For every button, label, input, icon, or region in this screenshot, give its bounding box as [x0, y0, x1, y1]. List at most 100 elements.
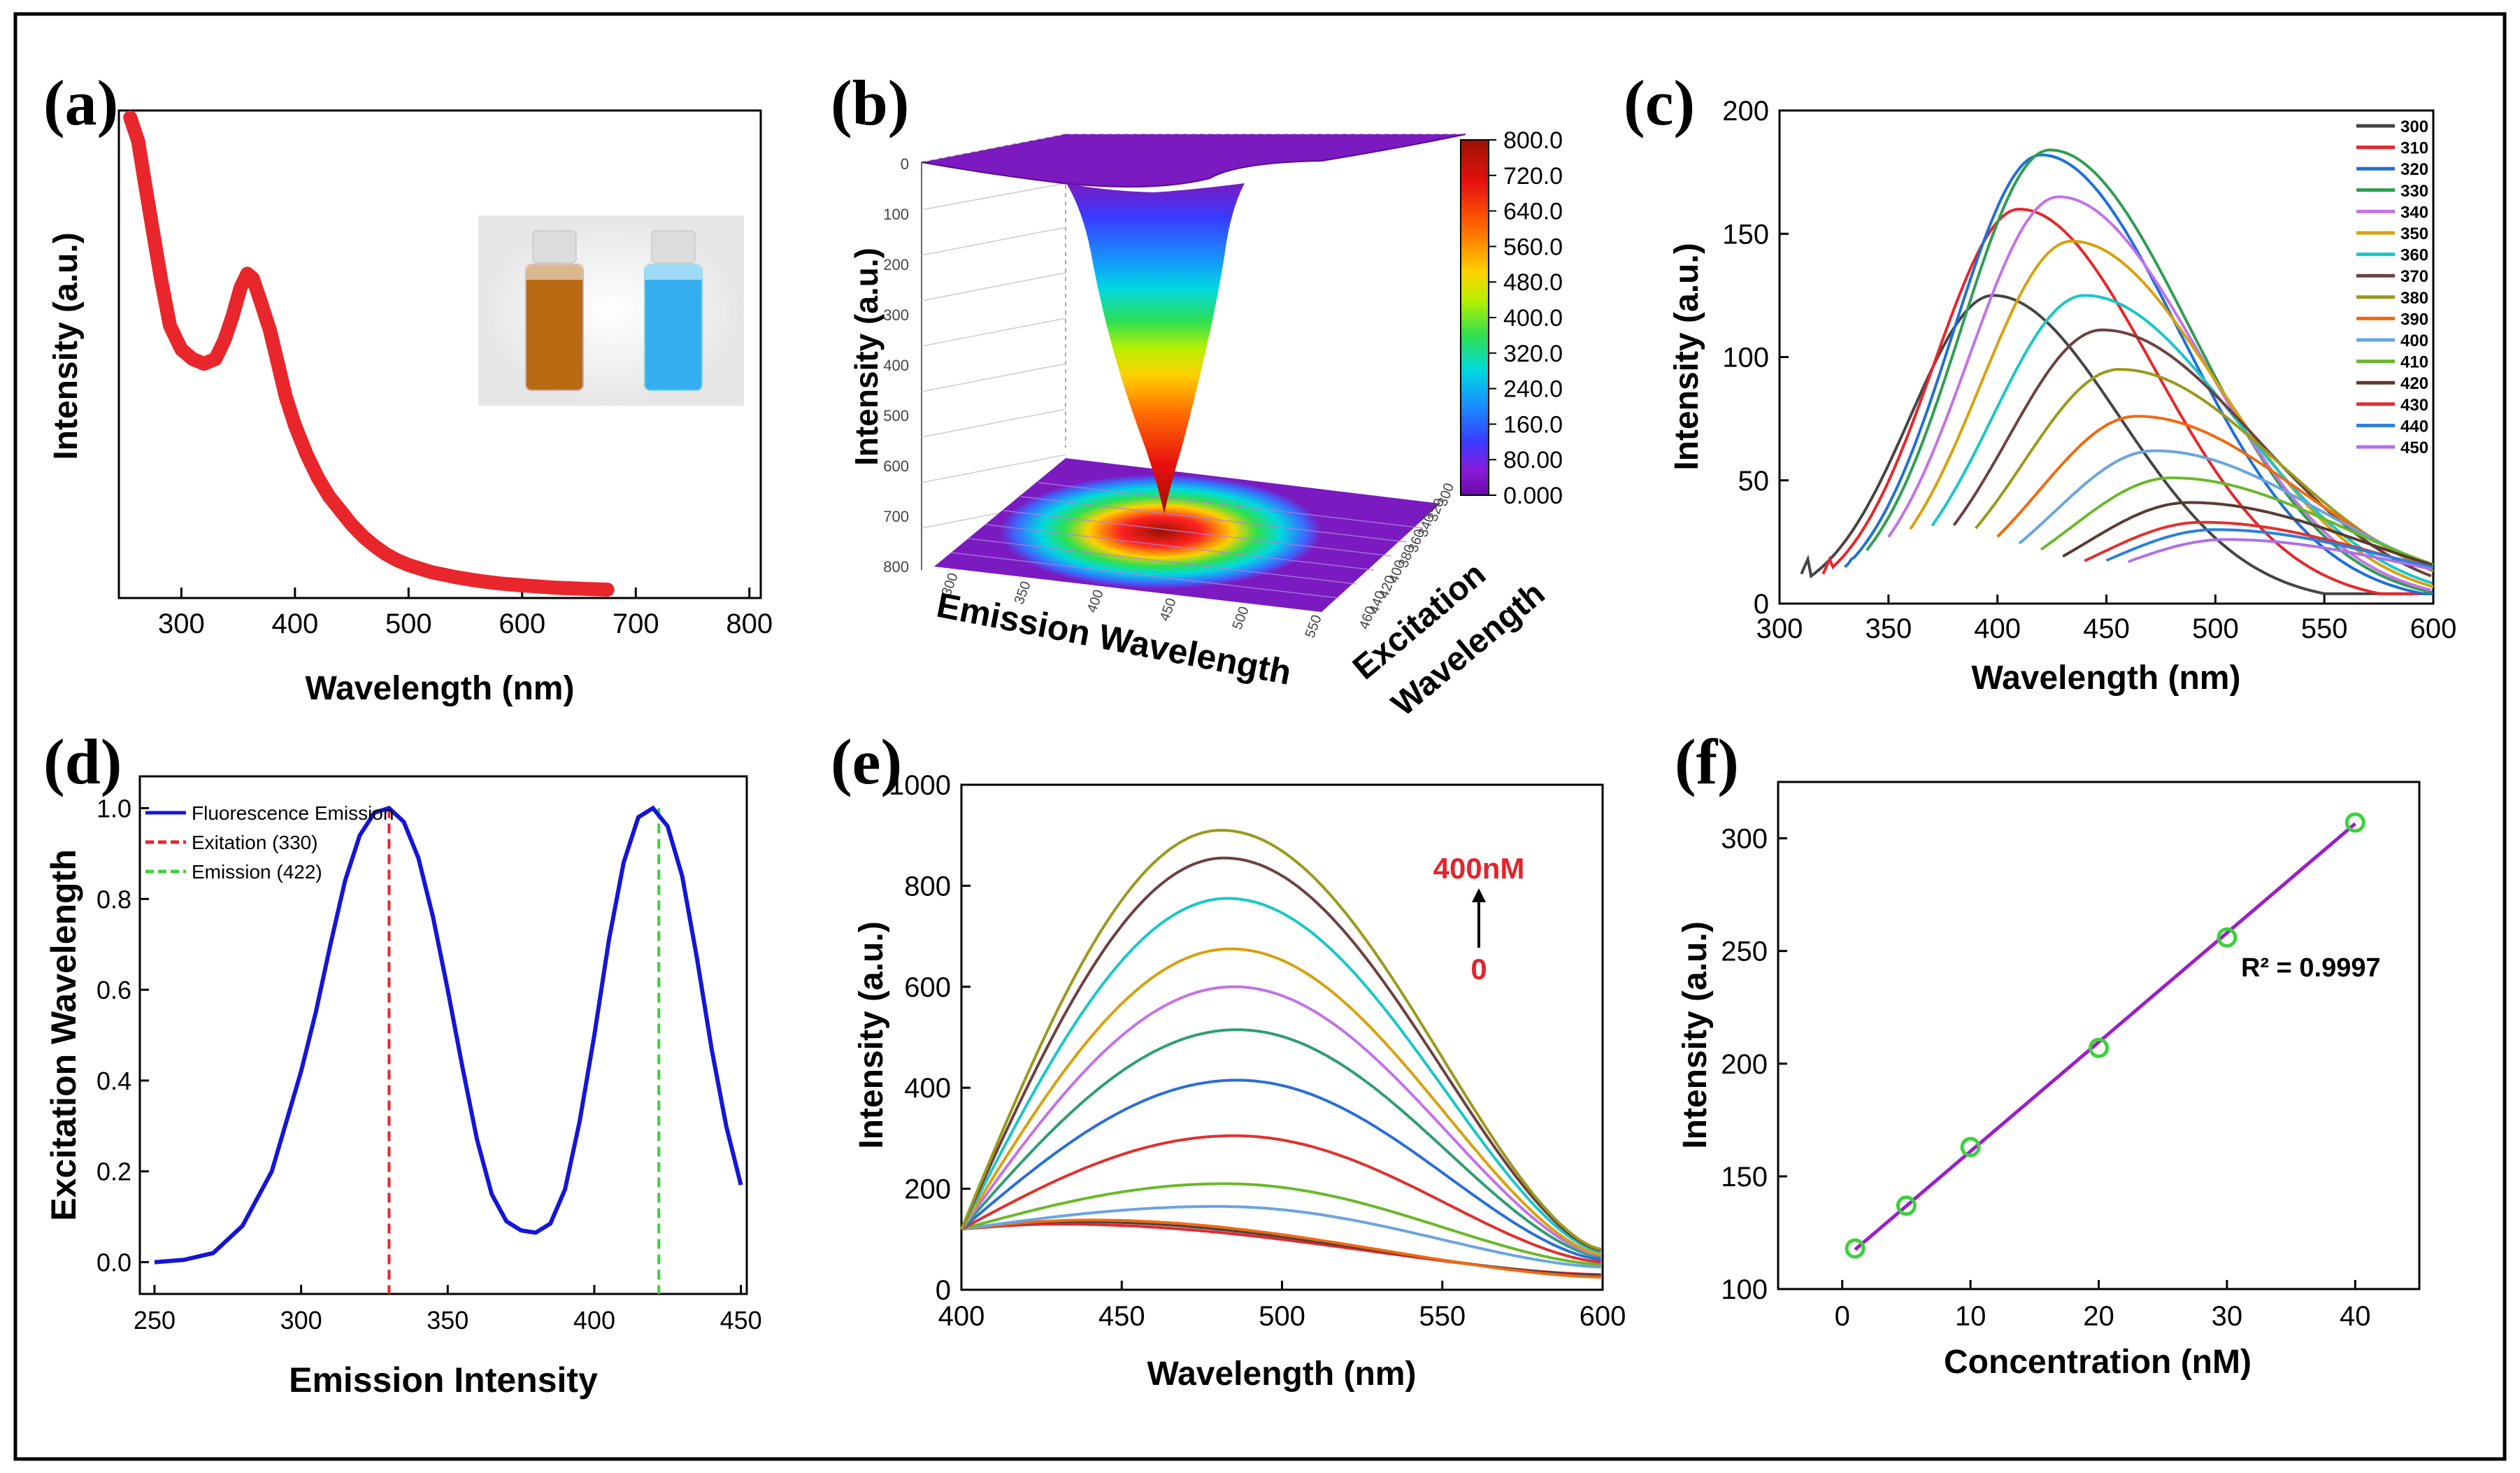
- x-tick-label: 600: [1580, 1301, 1626, 1332]
- panel-f: (f) 0 10 20 30 40 100 150 200 250 300 R² = 0.9997…: [1675, 726, 2421, 1381]
- panel-e: (e) 400 450 500 550 600 0 200 400 600 800 1000 400…: [831, 726, 1626, 1393]
- legend-label: 360: [2400, 246, 2428, 265]
- panel-b-surface-top: [922, 134, 1466, 187]
- panel-e-annotation-bottom: 0: [1470, 953, 1487, 985]
- legend-label: 320: [2400, 160, 2428, 179]
- panel-f-ticks: 0 10 20 30 40 100 150 200 250 300: [1721, 824, 2370, 1332]
- panel-b-floor-grid: [950, 482, 1424, 599]
- x-tick-label: 550: [2301, 613, 2348, 644]
- panel-b-z-ticks: 0 100 200 300 400 500 600 700 800: [883, 155, 909, 576]
- series-c10-line: [960, 897, 1602, 1253]
- legend-label: 440: [2400, 417, 2428, 436]
- panel-c-xlabel: Wavelength (nm): [1972, 660, 2241, 697]
- data-point: [1896, 1195, 1917, 1216]
- x-tick-label: 400: [938, 1301, 985, 1332]
- legend-label: 330: [2400, 182, 2428, 201]
- z-tick-label: 300: [883, 306, 909, 324]
- legend-label: 350: [2400, 225, 2428, 243]
- series-c8-line: [960, 985, 1602, 1257]
- panel-a-x-ticks: 300 400 500 600 700 800: [158, 588, 773, 639]
- panel-a-xlabel: Wavelength (nm): [306, 670, 575, 707]
- panel-e-curves: [960, 828, 1602, 1279]
- series-330-line: [1866, 148, 2433, 594]
- x-tick-label: 40: [2340, 1301, 2371, 1332]
- colorbar-tick-label: 800.0: [1503, 127, 1563, 154]
- series-350-line: [1909, 239, 2434, 588]
- panel-e-ticks: 400 450 500 550 600 0 200 400 600 800 1000: [889, 770, 1626, 1332]
- series-410-line: [2040, 476, 2434, 566]
- panel-f-label: (f): [1675, 726, 1739, 797]
- z-tick-label: 600: [883, 457, 909, 475]
- data-point: [1845, 1238, 1866, 1259]
- series-310-line: [1821, 207, 2431, 595]
- series-c3-line: [961, 1204, 1601, 1269]
- x-tick-label: 500: [385, 609, 432, 639]
- y-tick-label: 300: [1721, 824, 1768, 855]
- x-tick-label: 800: [726, 609, 773, 639]
- y-tick-label: 0.0: [96, 1248, 131, 1277]
- panel-c-ticks: 300 350 400 450 500 550 600 0 50 100 150 200: [1722, 96, 2456, 644]
- panel-d-legend: Fluorescence Emission Exitation (330) Em…: [145, 802, 394, 883]
- figure-border: [13, 12, 2507, 1461]
- series-c6-line: [960, 1079, 1601, 1261]
- x-tick-label: 500: [2192, 613, 2239, 644]
- panel-c-legend: 300 310 320 330 340 350 360 370 380 390 400 410 420 4…: [2356, 118, 2428, 457]
- colorbar-tick-label: 400.0: [1503, 305, 1563, 332]
- legend-label: 450: [2400, 439, 2428, 457]
- z-tick-label: 400: [883, 357, 909, 374]
- panel-b-surface-rim: [921, 134, 1466, 188]
- panel-a-ylabel: Intensity (a.u.): [48, 232, 85, 460]
- z-tick-label: 200: [883, 256, 909, 273]
- series-c11-line: [960, 856, 1602, 1252]
- colorbar-tick-label: 0.000: [1503, 483, 1563, 509]
- x-tick-label: 0: [1835, 1301, 1850, 1332]
- series-c4-line: [961, 1182, 1601, 1266]
- front-tick-label: 400: [1084, 588, 1107, 615]
- front-tick-label: 450: [1157, 596, 1180, 623]
- legend-label: 390: [2400, 310, 2428, 329]
- panel-f-points: [1845, 812, 2365, 1259]
- y-tick-label: 0.8: [96, 885, 131, 913]
- series-360-line: [1931, 294, 2433, 585]
- x-tick-label: 350: [427, 1306, 468, 1335]
- legend-label: Exitation (330): [192, 832, 318, 853]
- legend-label: Emission (422): [192, 861, 322, 883]
- y-tick-label: 200: [904, 1174, 951, 1205]
- series-c9-line: [960, 947, 1602, 1256]
- panel-e-ylabel: Intensity (a.u.): [853, 921, 890, 1148]
- y-tick-label: 100: [1722, 343, 1769, 373]
- series-420-line: [2062, 501, 2433, 567]
- vial-blue-cap: [651, 230, 696, 264]
- depth-tick-label: 460: [1356, 604, 1379, 632]
- panel-f-ylabel: Intensity (a.u.): [1677, 921, 1714, 1148]
- panel-e-arrow-head: [1472, 888, 1486, 902]
- data-point: [1960, 1137, 1981, 1158]
- panel-c-ylabel: Intensity (a.u.): [1668, 243, 1705, 470]
- x-tick-label: 550: [1419, 1301, 1466, 1332]
- legend-label: 400: [2400, 332, 2428, 350]
- y-tick-label: 0.6: [96, 976, 131, 1004]
- vial-blue-body: [644, 264, 703, 391]
- panel-b-funnel: [1066, 183, 1245, 514]
- panel-a-axes-frame: [117, 109, 762, 599]
- y-tick-label: 0: [1754, 589, 1769, 620]
- y-tick-label: 400: [904, 1073, 951, 1104]
- x-tick-label: 450: [2083, 613, 2130, 644]
- front-tick-label: 500: [1230, 604, 1252, 632]
- vial-amber-cap: [532, 230, 577, 264]
- y-tick-label: 800: [904, 871, 951, 902]
- panel-e-xlabel: Wavelength (nm): [1147, 1355, 1417, 1393]
- colorbar-tick-label: 720.0: [1503, 163, 1563, 190]
- panel-b-ylabel: Intensity (a.u.): [848, 248, 885, 466]
- y-tick-label: 150: [1721, 1162, 1768, 1193]
- z-tick-label: 0: [901, 155, 909, 173]
- series-400nM-line: [960, 828, 1602, 1251]
- y-tick-label: 1.0: [96, 794, 131, 823]
- x-tick-label: 10: [1955, 1301, 1986, 1332]
- panel-d-ylabel: Excitation Wavelength: [44, 849, 83, 1221]
- z-tick-label: 100: [883, 206, 909, 223]
- panel-f-axes-frame: [1777, 781, 2421, 1290]
- panel-a-absorbance-curve: [123, 111, 615, 597]
- data-point: [2089, 1037, 2109, 1058]
